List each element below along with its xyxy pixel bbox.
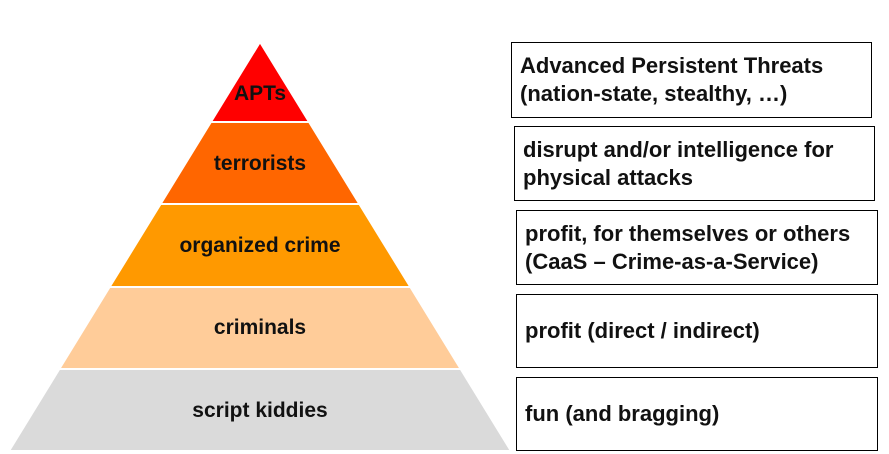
description-script-kiddies: fun (and bragging): [516, 377, 878, 451]
description-organized-crime: profit, for themselves or others (CaaS –…: [516, 210, 878, 285]
description-apts: Advanced Persistent Threats (nation-stat…: [511, 42, 872, 118]
description-script-kiddies-text: fun (and bragging): [525, 401, 720, 426]
tier-organized-crime-label: organized crime: [179, 234, 340, 257]
tier-criminals-label: criminals: [214, 316, 306, 339]
description-criminals-text: profit (direct / indirect): [525, 318, 760, 343]
description-terrorists: disrupt and/or intelligence for physical…: [514, 126, 875, 201]
threat-pyramid: APTs terrorists organized crime criminal…: [7, 40, 513, 452]
tier-terrorists-label: terrorists: [214, 152, 306, 175]
tier-script-kiddies-label: script kiddies: [192, 399, 327, 422]
description-organized-crime-text: profit, for themselves or others (CaaS –…: [525, 220, 851, 274]
tier-apts-label: APTs: [234, 82, 286, 105]
tier-script-kiddies-shape: [7, 368, 513, 452]
description-terrorists-text: disrupt and/or intelligence for physical…: [523, 136, 834, 190]
description-criminals: profit (direct / indirect): [516, 294, 878, 368]
description-apts-text: Advanced Persistent Threats (nation-stat…: [520, 53, 824, 106]
